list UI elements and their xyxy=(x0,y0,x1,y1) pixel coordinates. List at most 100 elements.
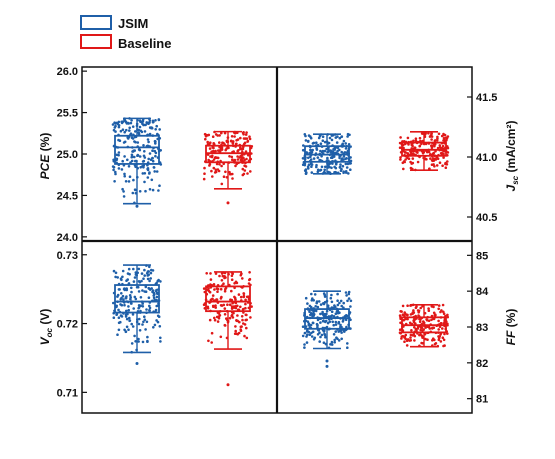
data-point xyxy=(219,335,223,339)
data-point xyxy=(412,309,415,312)
data-point xyxy=(340,325,343,329)
data-point xyxy=(220,182,224,186)
data-point xyxy=(412,139,415,143)
data-point xyxy=(116,293,120,297)
data-point xyxy=(303,331,307,335)
data-point xyxy=(407,157,411,160)
data-point xyxy=(303,346,306,349)
data-point xyxy=(149,271,153,275)
data-point xyxy=(310,331,313,335)
data-point xyxy=(410,329,413,332)
box-jsim xyxy=(111,117,163,208)
data-point xyxy=(248,278,251,282)
data-point xyxy=(148,265,151,269)
data-point xyxy=(309,158,313,161)
data-point xyxy=(146,277,150,281)
data-point xyxy=(349,156,352,159)
data-point xyxy=(234,325,237,328)
data-point xyxy=(117,124,121,127)
data-point xyxy=(318,340,322,343)
data-point xyxy=(335,141,339,144)
data-point xyxy=(217,316,221,320)
data-point xyxy=(438,144,442,147)
data-point xyxy=(121,187,124,191)
data-point xyxy=(112,316,116,320)
data-point xyxy=(312,157,316,160)
data-point xyxy=(144,290,148,294)
data-point xyxy=(133,334,136,338)
data-point xyxy=(431,326,434,330)
data-point xyxy=(130,302,133,305)
data-point xyxy=(319,321,322,324)
data-point xyxy=(437,336,441,340)
data-point xyxy=(327,148,330,152)
data-point xyxy=(323,168,327,172)
data-point xyxy=(143,172,147,175)
data-point xyxy=(243,334,246,338)
outlier-point xyxy=(325,359,329,363)
data-point xyxy=(304,296,308,300)
data-point xyxy=(147,140,150,144)
data-point xyxy=(249,170,252,173)
data-point xyxy=(404,337,407,341)
data-point xyxy=(215,162,219,166)
data-point xyxy=(338,165,342,169)
data-point xyxy=(123,303,126,307)
data-point xyxy=(409,333,413,337)
data-point xyxy=(347,297,351,300)
data-point xyxy=(323,293,327,297)
data-point xyxy=(319,149,322,153)
data-point xyxy=(150,268,153,272)
data-point xyxy=(242,307,245,311)
data-point xyxy=(414,137,418,140)
data-point xyxy=(432,311,436,315)
outlier-point xyxy=(325,364,329,368)
data-point xyxy=(342,155,346,158)
data-point xyxy=(305,341,309,344)
axis-title-main: PCE xyxy=(38,154,52,180)
data-point xyxy=(143,180,146,184)
data-point xyxy=(148,171,151,174)
data-point xyxy=(215,315,219,319)
data-point xyxy=(336,303,340,307)
data-point xyxy=(310,151,313,155)
data-point xyxy=(330,166,333,170)
data-point xyxy=(315,165,318,169)
data-point xyxy=(446,160,449,163)
data-point xyxy=(137,131,140,134)
data-point xyxy=(340,337,344,341)
data-point xyxy=(340,157,344,160)
data-point xyxy=(152,296,156,300)
data-point xyxy=(242,156,245,160)
data-point xyxy=(245,313,248,317)
data-point xyxy=(420,326,424,330)
y-tick-label: 24.0 xyxy=(57,232,78,244)
data-point xyxy=(132,307,135,310)
data-point xyxy=(433,313,437,317)
data-point xyxy=(312,299,316,302)
data-point xyxy=(417,311,421,314)
data-point xyxy=(416,151,419,154)
data-point xyxy=(331,320,335,324)
data-point xyxy=(446,146,450,150)
data-point xyxy=(123,155,126,158)
data-point xyxy=(318,134,322,138)
data-point xyxy=(221,274,225,278)
data-point xyxy=(117,288,121,291)
axis-title-sub: sc xyxy=(511,175,520,184)
data-point xyxy=(307,167,310,170)
data-point xyxy=(124,120,128,124)
data-point xyxy=(320,165,324,169)
data-point xyxy=(436,146,440,150)
data-point xyxy=(131,137,135,140)
data-point xyxy=(239,147,242,151)
data-point xyxy=(301,163,305,166)
data-point xyxy=(130,286,133,290)
data-point xyxy=(342,170,346,173)
data-point xyxy=(344,142,348,145)
data-point xyxy=(146,340,149,344)
data-point xyxy=(120,278,123,282)
data-point xyxy=(244,133,248,136)
data-point xyxy=(130,322,133,326)
